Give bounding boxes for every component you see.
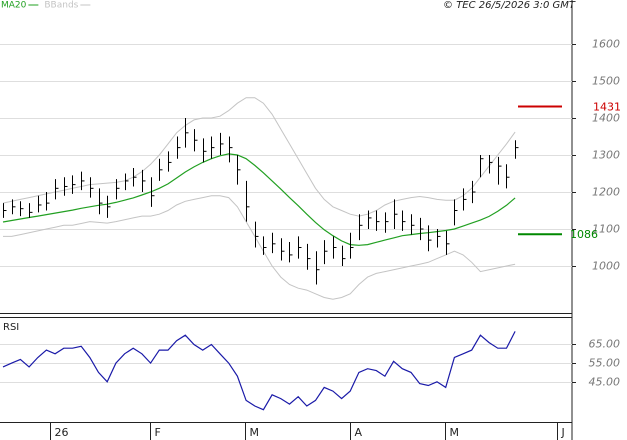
ma-line bbox=[2, 153, 516, 246]
x-tick-label: J bbox=[561, 426, 565, 439]
y-tick-label: 45.00 bbox=[589, 376, 621, 389]
bollinger-band bbox=[3, 195, 516, 300]
x-tick-label: M bbox=[450, 426, 460, 439]
y-tick-label: 1400 bbox=[592, 112, 620, 125]
credit: © TEC 26/5/2026 3:0 GMT bbox=[443, 0, 576, 11]
y-tick-label: 1300 bbox=[592, 149, 620, 162]
legend-label: MA20 bbox=[1, 1, 27, 11]
x-tick-label: A bbox=[355, 426, 363, 439]
x-tick-label: M bbox=[250, 426, 260, 439]
level-label: 1431 bbox=[593, 101, 621, 114]
y-tick-label: 1500 bbox=[592, 75, 620, 88]
x-tick-label: 26 bbox=[55, 426, 69, 439]
y-tick-label: 1000 bbox=[592, 260, 620, 273]
y-tick-label: 65.00 bbox=[589, 338, 621, 351]
x-tick-label: F bbox=[155, 426, 161, 439]
y-tick-label: 1100 bbox=[592, 223, 620, 236]
y-tick-label: 55.00 bbox=[589, 357, 621, 370]
y-tick-label: 1600 bbox=[592, 38, 620, 51]
panel-title: RSI bbox=[3, 322, 19, 333]
rsi-line bbox=[2, 331, 516, 411]
bollinger-band bbox=[2, 97, 516, 217]
y-tick-label: 1200 bbox=[592, 186, 620, 199]
level-label: 1086 bbox=[570, 228, 598, 241]
legend-label: BBands bbox=[44, 1, 78, 11]
